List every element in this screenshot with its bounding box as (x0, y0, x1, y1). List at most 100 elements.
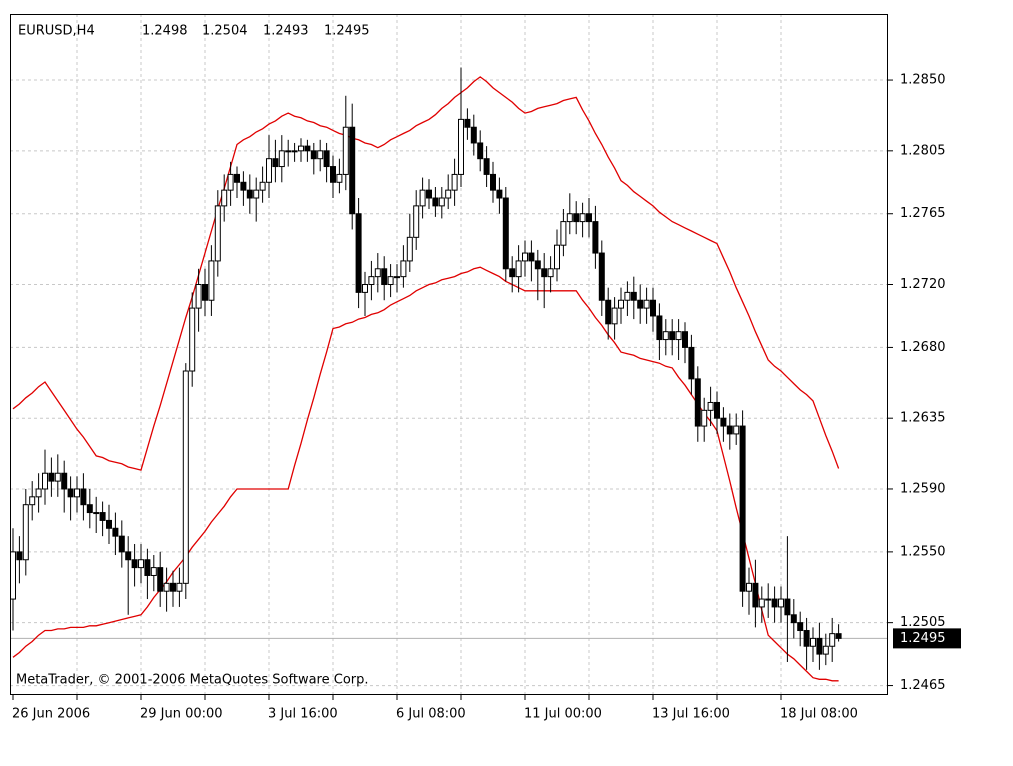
candle-body (701, 409, 708, 427)
last-price-label: 1.2495 (900, 631, 946, 646)
x-tick-label: 26 Jun 2006 (12, 707, 90, 722)
candle-body (682, 331, 688, 348)
candle-body (240, 181, 247, 191)
x-tick-label: 3 Jul 16:00 (268, 707, 338, 722)
candle-body (739, 425, 746, 592)
candle-body (406, 236, 413, 262)
plot-area (10, 67, 842, 682)
y-tick-label: 1.2805 (900, 143, 946, 158)
candle-body (733, 425, 740, 435)
candle-body (125, 551, 132, 561)
plot-frame (10, 14, 888, 695)
candle-body (29, 496, 36, 506)
candle-body (554, 244, 560, 270)
candle-body (310, 150, 317, 160)
candle-body (464, 118, 471, 128)
candle-body (61, 472, 68, 490)
candle-body (483, 158, 490, 175)
candle-body (413, 205, 420, 238)
envelope-upper (12, 76, 840, 471)
open-value: 1.2498 (142, 24, 188, 39)
candle-body (330, 166, 336, 183)
candle-body (810, 637, 816, 647)
candle-body (829, 633, 836, 647)
candle-body (490, 173, 496, 191)
candle-body (765, 598, 772, 601)
y-tick-label: 1.2505 (900, 615, 946, 630)
candle-body (67, 488, 74, 498)
candle-body (10, 551, 16, 600)
y-tick-label: 1.2850 (900, 73, 946, 88)
candle-body (80, 488, 87, 506)
x-tick-label: 29 Jun 00:00 (140, 707, 223, 722)
candle-body (99, 512, 106, 521)
candle-body (355, 213, 362, 293)
candle-body (688, 346, 695, 380)
grid (10, 14, 888, 695)
y-tick-label: 1.2635 (900, 411, 946, 426)
candle-body (48, 472, 55, 482)
candle-body (778, 598, 784, 608)
candle-body (298, 145, 304, 152)
x-tick-label: 18 Jul 08:00 (780, 707, 858, 722)
candle-body (630, 291, 637, 301)
candle-body (221, 189, 228, 207)
candle-body (598, 252, 605, 301)
candle-body (150, 567, 157, 576)
candle-body (618, 299, 624, 309)
candle-body (784, 598, 791, 616)
candle-body (349, 126, 356, 215)
candle-body (458, 118, 464, 175)
high-value: 1.2504 (202, 24, 248, 39)
candle-body (253, 189, 260, 199)
candle-body (451, 173, 458, 191)
x-tick-label: 6 Jul 08:00 (396, 707, 466, 722)
candle-body (419, 189, 426, 207)
candle-body (534, 260, 541, 270)
candle-body (182, 370, 189, 584)
candle-body (726, 425, 733, 435)
candle-body (202, 284, 208, 301)
header: EURUSD,H4 1.2498 1.2504 1.2493 1.2495 (18, 24, 370, 39)
candle-body (138, 559, 144, 569)
candle-body (771, 598, 778, 608)
candle-body (285, 150, 292, 153)
candle-body (272, 158, 279, 168)
candle-body (16, 551, 23, 561)
candle-body (426, 189, 432, 199)
candle-body (170, 582, 176, 592)
x-tick-label: 11 Jul 00:00 (524, 707, 602, 722)
candle-body (650, 299, 656, 317)
candle-body (547, 268, 554, 278)
candle-body (74, 488, 80, 498)
candle-body (374, 268, 381, 278)
candle-body (144, 559, 151, 576)
candle-body (835, 633, 842, 639)
candle-body (566, 213, 573, 223)
candle-body (822, 645, 829, 655)
candle-body (259, 181, 266, 191)
candle-body (528, 252, 535, 262)
candle-body (106, 519, 112, 529)
candle-body (714, 401, 720, 419)
candle-body (797, 622, 804, 632)
candle-body (477, 142, 484, 160)
candle-body (208, 260, 215, 301)
candle-body (278, 150, 285, 168)
candle-body (592, 221, 599, 254)
candle-body (362, 284, 368, 293)
candle-body (470, 126, 477, 144)
candle-body (816, 637, 823, 655)
candle-body (579, 213, 586, 223)
candle-body (502, 197, 509, 270)
candle-body (195, 284, 202, 309)
symbol: EURUSD,H4 (18, 24, 95, 39)
candle-body (496, 189, 503, 199)
candle-body (214, 205, 221, 262)
candle-body (586, 213, 592, 223)
candle-body (54, 472, 61, 482)
low-value: 1.2493 (263, 24, 309, 39)
candle-body (675, 331, 682, 341)
candle-body (342, 126, 349, 175)
